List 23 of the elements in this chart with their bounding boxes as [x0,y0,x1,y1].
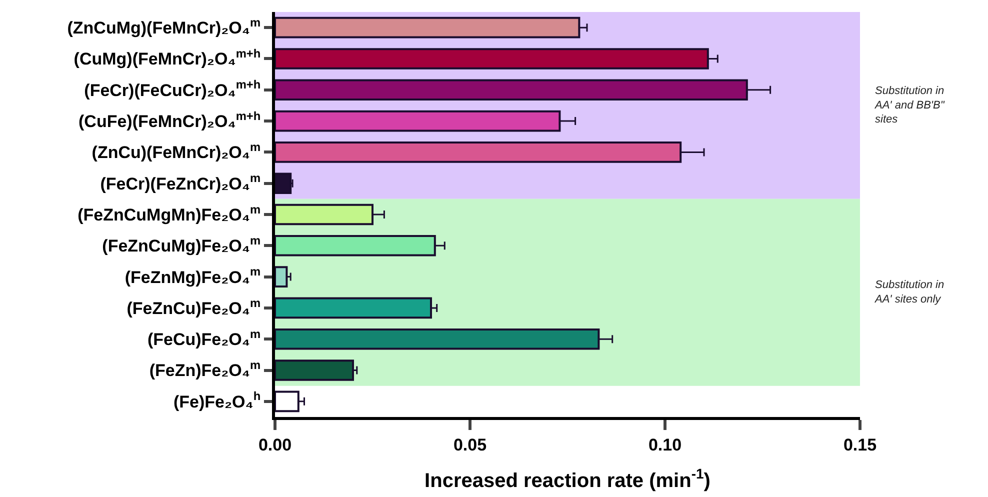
bar [275,172,292,194]
y-tick-label: (FeZnCu)Fe₂O₄$^{m}$ [126,296,261,318]
y-tick-label: (FeZn)Fe₂O₄$^{m}$ [149,358,261,380]
y-tick-label: (ZnCu)(FeMnCr)₂O₄$^{m}$ [92,140,261,162]
y-tick-label: (FeCr)(FeZnCr)₂O₄$^{m}$ [100,171,261,194]
y-tick-label: (CuMg)(FeMnCr)₂O₄$^{m+h}$ [74,46,261,69]
y-tick-label: (Fe)Fe₂O₄$^{h}$ [173,389,261,412]
x-axis-title: Increased reaction rate (min$^{-1}$) [424,466,710,492]
y-tick-label: (FeZnCuMg)Fe₂O₄$^{m}$ [102,233,261,256]
x-tick-label: 0.05 [453,435,487,454]
y-tick-label: (FeZnCuMgMn)Fe₂O₄$^{m}$ [78,202,261,224]
x-tick-label: 0.15 [843,435,877,454]
y-tick-label: (FeCu)Fe₂O₄$^{m}$ [147,326,261,350]
y-tick-label: (FeCr)(FeCuCr)₂O₄$^{m+h}$ [84,78,261,100]
y-tick-label: (ZnCuMg)(FeMnCr)₂O₄$^{m}$ [67,15,261,38]
bar [275,266,288,288]
x-tick-label: 0.00 [258,435,292,454]
bar [275,360,354,381]
y-tick-label: (CuFe)(FeMnCr)₂O₄$^{m+h}$ [78,108,261,131]
band-label: Substitution in AA' sites only [874,279,944,306]
x-tick-label: 0.10 [648,435,682,454]
y-tick-label: (FeZnMg)Fe₂O₄$^{m}$ [124,264,261,287]
band-label: Substitution in AA' and BB'B" sites [874,85,946,126]
